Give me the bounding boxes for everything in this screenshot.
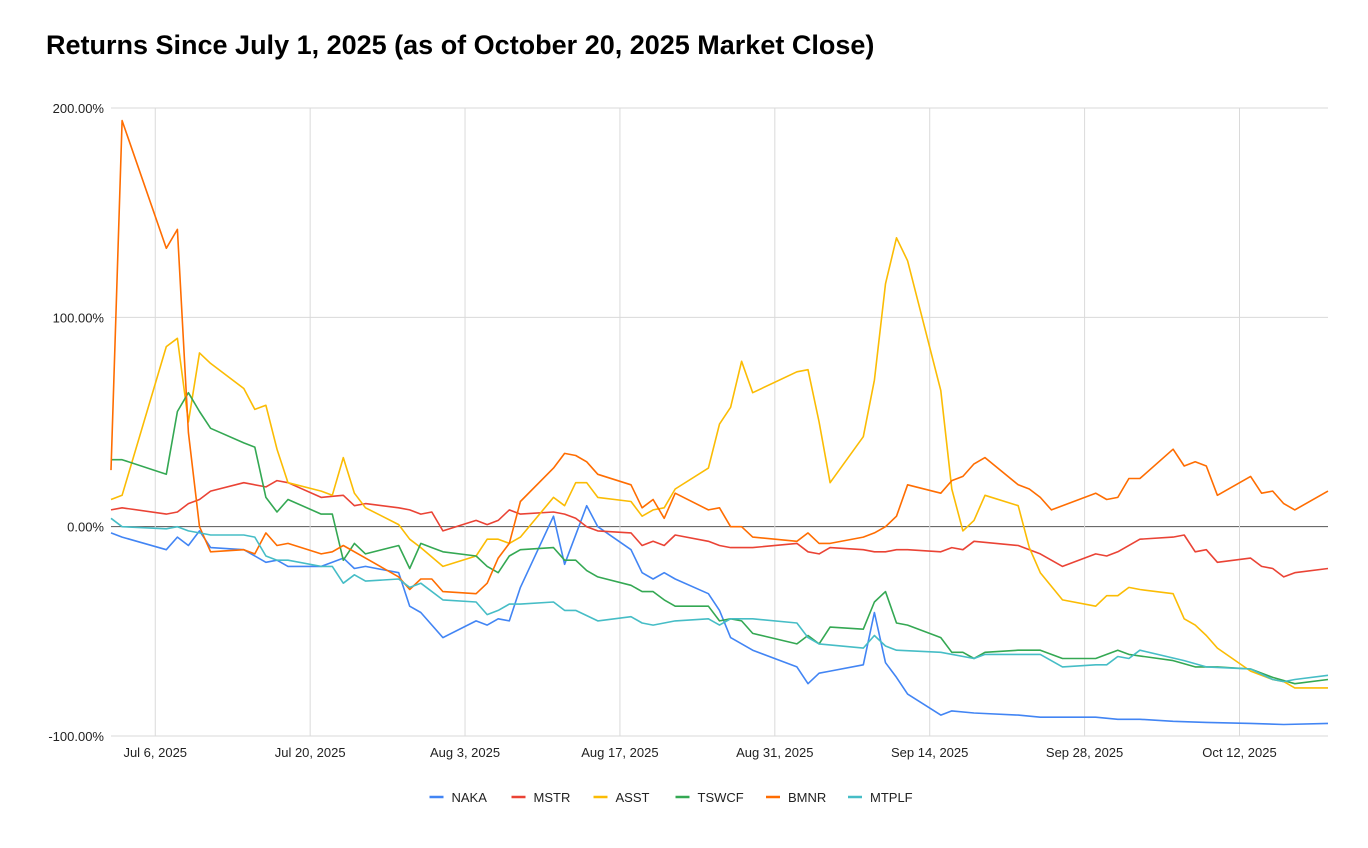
- x-tick-label: Sep 14, 2025: [891, 745, 968, 760]
- legend-label: ASST: [616, 790, 650, 805]
- legend-item-asst: ASST: [593, 790, 650, 805]
- x-axis-ticks: Jul 6, 2025 Jul 20, 2025 Aug 3, 2025 Aug 17…: [123, 745, 1276, 760]
- y-tick-label: -100.00%: [48, 729, 104, 744]
- x-tick-label: Oct 12, 2025: [1202, 745, 1276, 760]
- y-axis-ticks: 200.00% 100.00% 0.00% -100.00%: [48, 101, 104, 744]
- y-tick-label: 0.00%: [67, 520, 104, 535]
- x-tick-label: Jul 20, 2025: [275, 745, 346, 760]
- x-tick-label: Aug 17, 2025: [581, 745, 658, 760]
- x-tick-label: Sep 28, 2025: [1046, 745, 1123, 760]
- gridlines: [111, 107, 1328, 737]
- series-line-mstr: [110, 479, 1329, 578]
- legend: NAKA MSTR ASST TSWCF BMNR MTPLF: [429, 790, 913, 805]
- legend-label: BMNR: [788, 790, 826, 805]
- series-line-asst: [110, 237, 1328, 689]
- legend-label: NAKA: [452, 790, 488, 805]
- legend-item-bmnr: BMNR: [766, 790, 826, 805]
- legend-item-tswcf: TSWCF: [675, 790, 744, 805]
- y-tick-label: 200.00%: [53, 101, 105, 116]
- series-lines: [110, 119, 1329, 726]
- legend-label: TSWCF: [698, 790, 744, 805]
- chart-title: Returns Since July 1, 2025 (as of Octobe…: [46, 30, 875, 60]
- series-line-naka: [110, 504, 1329, 726]
- y-tick-label: 100.00%: [53, 310, 105, 325]
- x-tick-label: Aug 3, 2025: [430, 745, 500, 760]
- legend-item-naka: NAKA: [429, 790, 488, 805]
- legend-item-mtplf: MTPLF: [848, 790, 913, 805]
- legend-item-mstr: MSTR: [511, 790, 571, 805]
- legend-label: MTPLF: [870, 790, 913, 805]
- legend-label: MSTR: [534, 790, 571, 805]
- x-tick-label: Jul 6, 2025: [123, 745, 187, 760]
- x-tick-label: Aug 31, 2025: [736, 745, 813, 760]
- series-line-tswcf: [111, 391, 1329, 685]
- series-line-mtplf: [110, 517, 1329, 683]
- series-line-bmnr: [110, 119, 1329, 595]
